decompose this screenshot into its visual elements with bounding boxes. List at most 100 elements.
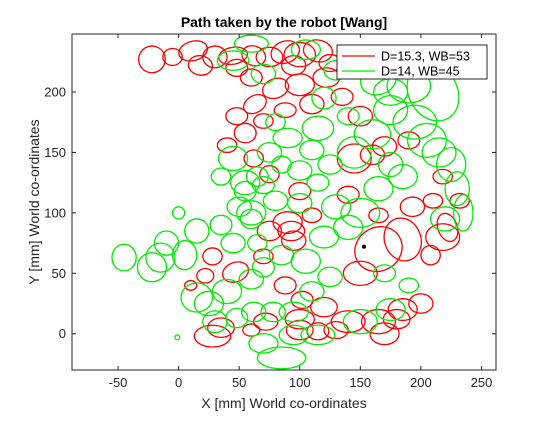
series-1-ellipse-10 [270, 40, 301, 65]
series-2-ellipse-35 [278, 301, 309, 323]
series-1-ellipse-7 [225, 58, 249, 77]
series-1-ellipse-54 [408, 293, 434, 314]
series-2-ellipse-30 [180, 282, 214, 313]
series-2-ellipse-75 [387, 163, 418, 190]
series-1-ellipse-41 [290, 290, 314, 310]
series-1-ellipse-45 [242, 323, 261, 337]
series-1-ellipse-50 [360, 308, 397, 335]
series-2-ellipse-69 [226, 196, 252, 218]
series-1-ellipse-37 [202, 247, 223, 266]
series-1-ellipse-42 [310, 296, 338, 318]
series-2-ellipse-32 [225, 307, 249, 329]
series-1-ellipse-62 [422, 192, 444, 209]
series-2-ellipse-27 [238, 269, 265, 290]
series-1-ellipse-12 [302, 39, 334, 63]
series-1-ellipse-16 [261, 77, 290, 100]
series-2-ellipse-49 [171, 206, 186, 220]
y-tick-label-3: 100 [44, 205, 66, 220]
series-1-ellipse-32 [277, 220, 306, 242]
series-2-ellipse-68 [230, 169, 261, 196]
series-1-ellipse-34 [256, 220, 283, 242]
series-2-ellipse-34 [260, 301, 286, 323]
series-2-ellipse-1 [233, 34, 269, 53]
series-2-ellipse-72 [317, 154, 343, 175]
series-2-ellipse-62 [272, 127, 303, 149]
robot-position-marker [361, 244, 366, 249]
series-2-ellipse-22 [333, 214, 364, 241]
series-2-ellipse-77 [306, 173, 330, 192]
series-2-ellipse-73 [336, 136, 372, 169]
series-1-ellipse-57 [342, 260, 378, 287]
plot-area [111, 34, 474, 370]
x-tick-label-5: 150 [349, 375, 371, 390]
legend: D=15.3, WB=53D=14, WB=45 [336, 44, 488, 80]
series-2-ellipse-41 [300, 324, 336, 346]
series-2-ellipse-15 [452, 194, 474, 232]
series-1-ellipse-59 [383, 217, 422, 262]
series-2-ellipse-2 [216, 50, 250, 71]
legend-label-2: D=14, WB=45 [381, 65, 460, 79]
x-tick-label-3: 50 [232, 375, 246, 390]
series-1-ellipse-64 [425, 223, 461, 251]
x-tick-label-7: 250 [471, 375, 493, 390]
x-axis-label: X [mm] World co-ordinates [201, 395, 366, 411]
series-1-ellipse-66 [336, 143, 372, 174]
series-1-ellipse-60 [420, 244, 441, 266]
series-1-ellipse-8 [241, 45, 267, 67]
series-1-ellipse-40 [273, 276, 297, 295]
series-2-ellipse-71 [251, 175, 275, 195]
series-2-ellipse-3 [290, 39, 321, 61]
series-1-ellipse-38 [196, 267, 215, 284]
series-2-ellipse-23 [308, 225, 340, 249]
series-1-ellipse-24 [225, 107, 249, 126]
series-1-ellipse-30 [301, 207, 323, 224]
series-2-ellipse-52 [171, 240, 198, 271]
x-tick-label-1: -50 [109, 375, 128, 390]
series-1-ellipse-2 [162, 47, 183, 67]
y-tick-label-1: 0 [59, 326, 66, 341]
series-2-ellipse-12 [421, 137, 457, 168]
series-2-ellipse-11 [406, 122, 447, 158]
series-1-ellipse-6 [218, 46, 249, 66]
series-2-ellipse-37 [317, 266, 343, 288]
series-2-ellipse-38 [278, 324, 309, 346]
series-1-ellipse-23 [233, 122, 257, 144]
series-1-ellipse-73 [449, 192, 470, 209]
series-1-ellipse-39 [184, 279, 198, 291]
series-2-ellipse-54 [184, 218, 210, 244]
series-1-ellipse-71 [397, 131, 421, 150]
series-2-ellipse-50 [174, 334, 181, 341]
series-1-ellipse-19 [330, 87, 354, 106]
series-1-ellipse-22 [253, 113, 274, 129]
series-1-ellipse-55 [193, 324, 232, 348]
series-2-ellipse-20 [340, 197, 381, 229]
series-2-ellipse-17 [372, 94, 409, 126]
series-2-ellipse-55 [247, 233, 268, 253]
series-2-ellipse-42 [342, 308, 378, 335]
series-1-ellipse-25 [242, 93, 267, 115]
series-2-ellipse-4 [250, 63, 277, 85]
series-1-ellipse-9 [255, 46, 284, 68]
series-2-ellipse-61 [256, 142, 283, 163]
series-2-ellipse-25 [268, 244, 295, 266]
series-1-ellipse-58 [354, 226, 403, 273]
series-1-ellipse-70 [347, 105, 374, 127]
x-tick-label-2: 0 [175, 375, 182, 390]
axes-box [71, 33, 497, 371]
series-1-ellipse-69 [371, 136, 398, 157]
series-2-ellipse-56 [209, 214, 233, 236]
series-2-ellipse-43 [375, 298, 406, 322]
series-2-ellipse-66 [217, 145, 249, 172]
series-1-ellipse-11 [283, 41, 317, 68]
series-1-ellipse-17 [284, 73, 315, 97]
series-2-ellipse-76 [286, 160, 313, 181]
legend-label-1: D=15.3, WB=53 [381, 50, 470, 64]
legend-box [336, 44, 488, 80]
series-2-ellipse-65 [271, 155, 292, 174]
y-tick-label-4: 150 [44, 145, 66, 160]
axis-ticks: -50 0 50 100 150 200 250 0 50 100 150 200 [44, 34, 496, 390]
series-2-ellipse-63 [299, 139, 325, 161]
y-tick-label-2: 50 [52, 266, 66, 281]
